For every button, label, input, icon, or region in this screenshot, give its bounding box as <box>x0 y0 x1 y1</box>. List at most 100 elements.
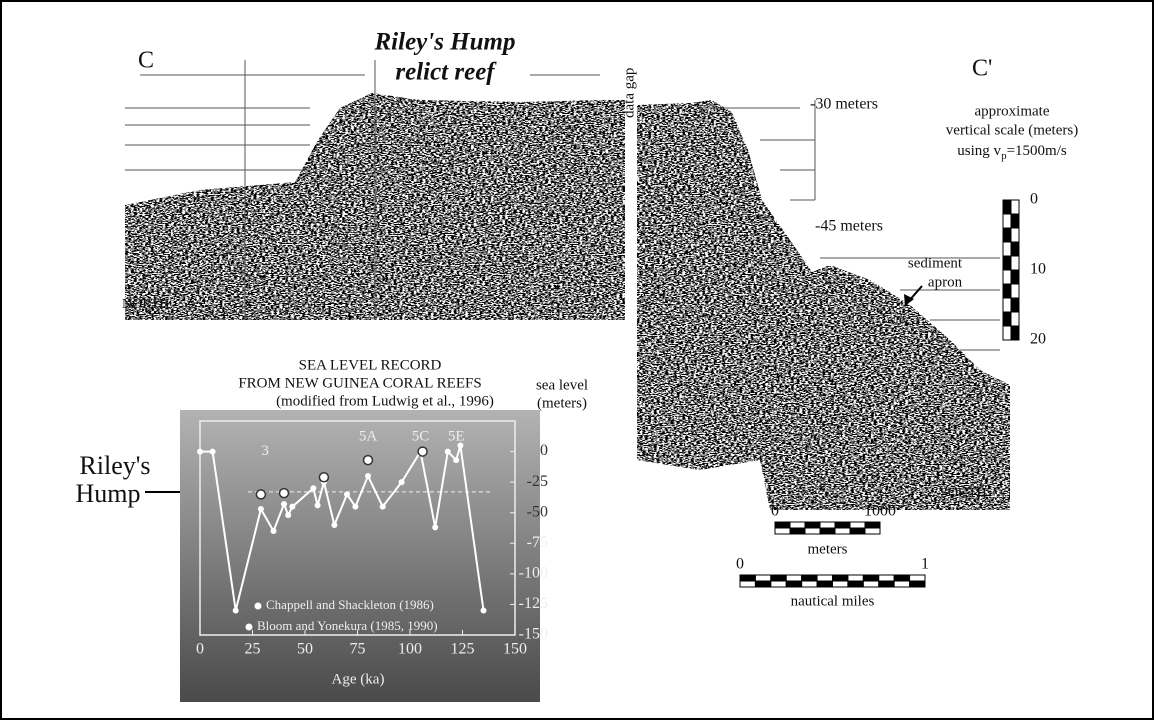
scale-cell <box>770 574 787 582</box>
scale-cell <box>849 521 866 529</box>
data-point <box>281 501 287 508</box>
section-start: C <box>138 48 154 74</box>
scale-label: meters <box>808 541 848 557</box>
data-point <box>232 607 239 614</box>
data-point <box>362 454 374 466</box>
y-axis-label: (meters) <box>537 395 587 411</box>
data-point <box>331 521 338 528</box>
scale-cell <box>1010 241 1020 257</box>
data-point <box>444 448 451 455</box>
depth-label: -45 meters <box>815 218 883 235</box>
scale-cell <box>893 574 911 582</box>
data-point <box>398 479 405 486</box>
data-point <box>257 506 264 513</box>
stage-label: 5E <box>448 428 465 444</box>
chart-subtitle: (modified from Ludwig et al., 1996) <box>276 393 494 409</box>
scale-cell <box>1010 227 1020 243</box>
scale-cell <box>847 574 864 582</box>
scale-cell <box>774 521 791 529</box>
chart-title: SEA LEVEL RECORD <box>299 357 442 373</box>
hump-label: Riley's <box>79 451 150 480</box>
velocity-prefix: using v <box>957 143 1001 159</box>
scale-cell <box>864 521 881 529</box>
scale-cell <box>1002 255 1012 271</box>
sediment-label: apron <box>928 274 963 290</box>
scale-cell <box>862 574 880 582</box>
data-point <box>453 457 460 464</box>
data-point <box>209 448 216 455</box>
scale-cell <box>1010 283 1020 299</box>
x-tick-label: 50 <box>297 641 313 658</box>
scale-cell <box>754 574 772 582</box>
scale-cell <box>1010 297 1020 313</box>
data-point <box>197 448 203 455</box>
x-tick-label: 0 <box>196 641 204 658</box>
scale-cell <box>1002 227 1012 243</box>
hump-label: Hump <box>76 479 141 508</box>
scale-cell <box>819 527 836 535</box>
depth-label: -30 meters <box>810 96 878 113</box>
sediment-label: sediment <box>908 255 963 271</box>
scale-cell <box>1002 283 1012 299</box>
stage-label: 5A <box>359 428 378 444</box>
scale-tick-label: 1000 <box>864 503 896 520</box>
data-point <box>255 489 267 500</box>
scale-cell <box>785 580 803 588</box>
scale-cell <box>1002 213 1012 229</box>
title-line: relict reef <box>395 59 497 86</box>
data-point <box>318 472 330 483</box>
scale-cell <box>816 574 833 582</box>
legend-label: Chappell and Shackleton (1986) <box>266 597 434 612</box>
data-point <box>278 487 290 499</box>
x-axis-label: Age (ka) <box>332 671 385 687</box>
scale-cell <box>1002 297 1012 313</box>
scale-cell <box>847 580 864 588</box>
velocity-subscript: p <box>1001 150 1007 162</box>
y-tick-label: -100 <box>519 565 548 582</box>
scale-cell <box>849 527 866 535</box>
scale-tick-label: 1 <box>921 556 929 573</box>
north-label: NORTH <box>122 297 169 312</box>
scale-cell <box>834 521 851 529</box>
data-point <box>352 503 359 510</box>
inset-background <box>180 410 540 702</box>
scale-title: approximate <box>975 103 1050 119</box>
y-tick-label: -75 <box>527 534 548 551</box>
section-end: C' <box>972 56 992 82</box>
scale-cell <box>801 574 818 582</box>
scale-cell <box>1002 199 1012 215</box>
x-tick-label: 25 <box>245 641 261 658</box>
stage-label: 3 <box>261 443 269 459</box>
data-gap-label: data gap <box>621 68 637 118</box>
scale-tick-label: 20 <box>1030 331 1046 348</box>
scale-cell <box>1010 325 1020 341</box>
scale-cell <box>739 580 756 588</box>
y-tick-label: -50 <box>527 503 548 520</box>
scale-cell <box>834 527 851 535</box>
chart-title: FROM NEW GUINEA CORAL REEFS <box>238 375 481 391</box>
y-tick-label: -150 <box>519 626 548 643</box>
legend-marker <box>245 623 253 631</box>
scale-cell <box>1002 241 1012 257</box>
stage-label: 5C <box>412 428 430 444</box>
data-point <box>289 503 296 510</box>
scale-cell <box>1010 269 1020 285</box>
scale-cell <box>789 521 806 529</box>
data-point <box>379 503 386 510</box>
velocity-label: using vp=1500m/s <box>957 143 1067 161</box>
scale-tick-label: 10 <box>1030 261 1046 278</box>
x-tick-label: 75 <box>350 641 366 658</box>
title-line: Riley's Hump <box>374 29 516 56</box>
scale-cell <box>1002 269 1012 285</box>
data-point <box>314 502 321 509</box>
scale-cell <box>1010 213 1020 229</box>
scale-cell <box>909 580 926 588</box>
legend-label: Bloom and Yonekura (1985, 1990) <box>257 618 438 633</box>
arrow-head <box>904 294 914 306</box>
scale-cell <box>804 521 821 529</box>
y-axis-label: sea level <box>536 377 588 393</box>
x-tick-label: 150 <box>503 641 527 658</box>
scale-cell <box>774 527 791 535</box>
